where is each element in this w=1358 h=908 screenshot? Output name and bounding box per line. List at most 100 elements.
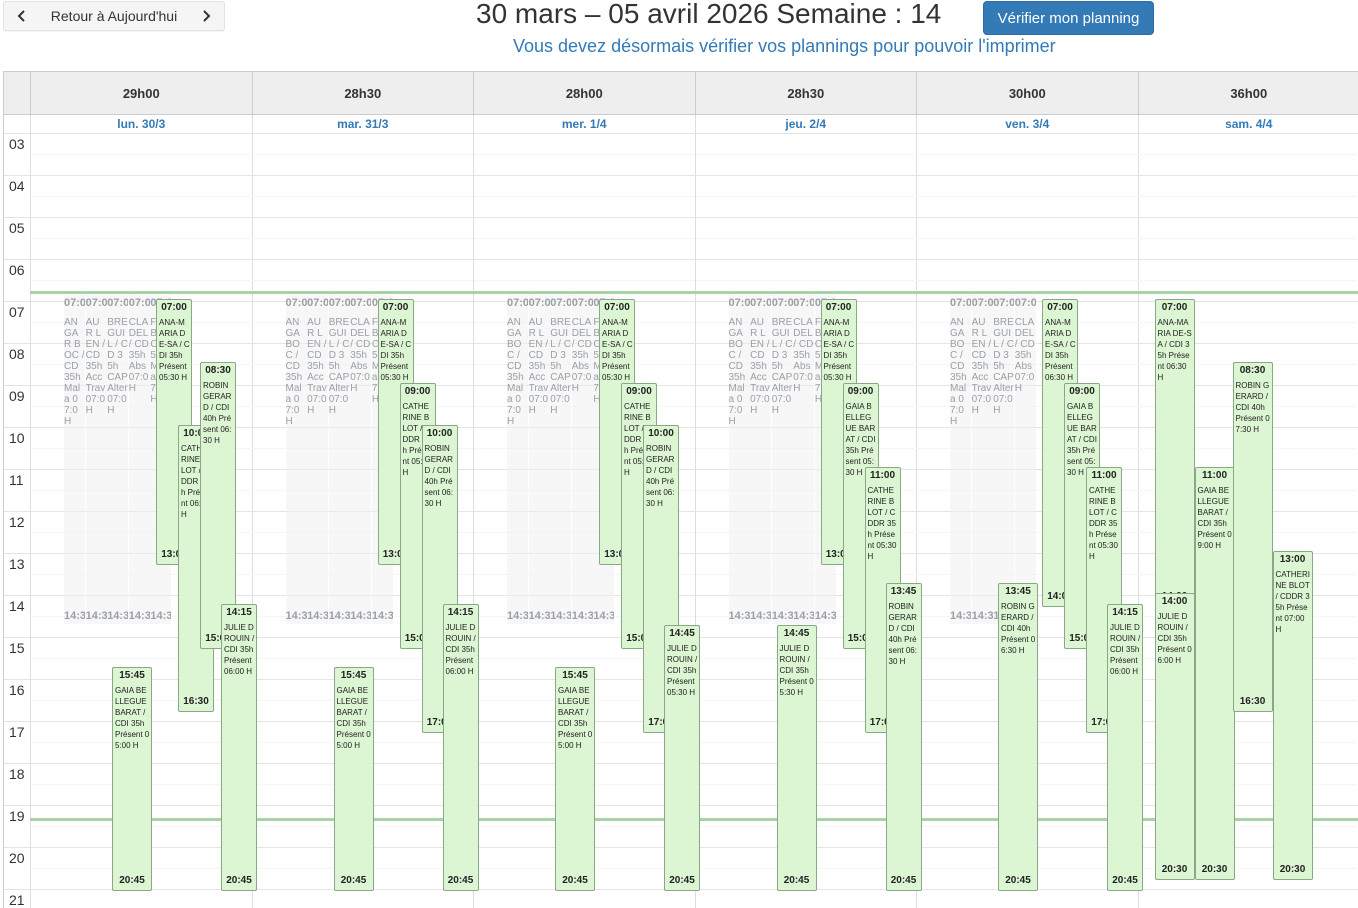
absence-end: 14:30 bbox=[150, 610, 171, 622]
shift-event[interactable]: 14:15 JULIE DROUIN / CDI 35h Présent 06:0… bbox=[1107, 603, 1143, 891]
absence-entry[interactable]: 07:00CLA DEL / CD 35h Abs 07:0 H14:30 bbox=[571, 295, 593, 624]
shift-event[interactable]: 08:30 ROBIN GERARD / CDI 40h Présent 07:3… bbox=[1232, 362, 1273, 712]
shift-event[interactable]: 08:30 ROBIN GERARD / CDI 40h Présent 06:3… bbox=[200, 362, 236, 649]
absence-end: 14:30 bbox=[350, 610, 371, 622]
shift-start: 11:00 bbox=[1201, 470, 1228, 481]
shift-label: JULIE DROUIN / CDI 35h Présent 05:30 H bbox=[779, 643, 814, 697]
today-button[interactable]: Retour à Aujourd'hui bbox=[50, 8, 178, 24]
day-header[interactable]: mer. 1/4 bbox=[473, 115, 695, 133]
shift-label: ANA-MARIA DE-SA / CDI 35h Présent 05:30 … bbox=[602, 318, 633, 382]
hour-line bbox=[4, 133, 1358, 134]
hour-label: 04 bbox=[9, 178, 25, 194]
hour-label: 11 bbox=[9, 472, 24, 488]
absence-entry[interactable]: 07:00 AUR LEN / CD 35h Acc Trav 07:0 H 14:… bbox=[307, 295, 329, 624]
shift-start: 08:30 bbox=[205, 365, 231, 376]
shift-start: 15:45 bbox=[119, 669, 145, 681]
absence-end: 14:30 bbox=[85, 610, 107, 622]
shift-start: 08:30 bbox=[1239, 365, 1266, 376]
shift-event[interactable]: 15:45 GAIA BELLEGUE BARAT / CDI 35h Prése… bbox=[112, 666, 152, 891]
hour-label: 05 bbox=[9, 220, 25, 236]
absence-entry[interactable]: 07:00 AUR LEN / CD 35h Acc Trav 07:0 H 14:… bbox=[528, 295, 550, 624]
shift-end: 13:00 bbox=[825, 549, 852, 560]
shift-label: CATHERINE BLOT / CDDR 35h Présent 06:00 … bbox=[181, 444, 210, 519]
absence-entry[interactable]: 07:00CLA DEL / CD 35h Abs 07:0 H14:30 bbox=[350, 295, 372, 624]
absence-entry[interactable]: 07:00BRE GUIL / CD 35h CAP Alter 07:0 H1… bbox=[550, 295, 572, 624]
shift-event[interactable]: 11:00 GAIA BELLEGUE BARAT / CDI 35h Prése… bbox=[1194, 467, 1235, 880]
date-navigation: Retour à Aujourd'hui bbox=[3, 1, 225, 31]
shift-event[interactable]: 14:00 JULIE DROUIN / CDI 35h Présent 06:0… bbox=[1154, 593, 1195, 880]
hour-label: 03 bbox=[9, 136, 25, 152]
absence-end: 14:30 bbox=[307, 610, 328, 622]
shift-event[interactable]: 07:00 ANA-MARIA DE-SA / CDI 35h Présent 0… bbox=[1154, 299, 1195, 607]
absence-entry[interactable]: 07:00 ANGA BOC / CD 35h Mala 07:0 H 14:30 bbox=[507, 295, 528, 624]
shift-label: CATHERINE BLOT / CDDR 35h Présent 05:30 … bbox=[402, 402, 432, 477]
shift-end: 17:00 bbox=[1091, 717, 1117, 728]
absence-entry[interactable]: 07:00 ANGA BOC / CD 35h Mala 07:0 H 14:30 bbox=[950, 295, 971, 624]
absence-label: AUR LEN / CD 35h Acc Trav 07:0 H bbox=[85, 317, 106, 416]
absence-end: 14:30 bbox=[793, 610, 814, 622]
shift-label: JULIE DROUIN / CDI 35h Présent 05:30 H bbox=[667, 643, 698, 697]
verify-planning-button[interactable]: Vérifier mon planning bbox=[983, 1, 1154, 35]
shift-event[interactable]: 15:45 GAIA BELLEGUE BARAT / CDI 35h Prése… bbox=[555, 666, 595, 891]
shift-end: 13:00 bbox=[382, 549, 409, 560]
shift-event[interactable]: 14:15 JULIE DROUIN / CDI 35h Présent 06:0… bbox=[221, 603, 257, 891]
day-header[interactable]: jeu. 2/4 bbox=[694, 115, 917, 133]
shift-end: 20:45 bbox=[447, 874, 474, 886]
absence-label: CLA DEL / CD 35h Abs 07:0 H bbox=[571, 317, 592, 394]
half-hour-line bbox=[30, 280, 1358, 281]
shift-label: ANA-MARIA DE-SA / CDI 35h Présent 06:30 … bbox=[1045, 318, 1076, 382]
absence-entry[interactable]: 07:00 ANGA BOC / CD 35h Mala 07:0 H 14:30 bbox=[728, 295, 750, 624]
shift-label: CATHERINE BLOT / CDDR 35h Présent 05:30 … bbox=[1089, 486, 1118, 561]
next-week-button[interactable] bbox=[188, 2, 224, 30]
hour-line bbox=[4, 511, 1358, 512]
absence-entry[interactable]: 07:00CLA DEL / CD 35h Abs 07:0 H14:30 bbox=[128, 295, 150, 624]
absence-end: 14:30 bbox=[285, 610, 307, 622]
day-header[interactable]: mar. 31/3 bbox=[251, 115, 474, 133]
shift-end: 20:45 bbox=[1005, 874, 1031, 886]
absence-entry[interactable]: 07:00 AUR LEN / CD 35h Acc Trav 07:0 H 14:… bbox=[85, 295, 107, 624]
absence-start: 07:00 bbox=[285, 297, 307, 309]
day-header[interactable]: ven. 3/4 bbox=[916, 115, 1138, 133]
week-calendar: 29h00 lun. 30/3 28h30 mar. 31/3 28h00 mer. 1/… bbox=[3, 71, 1358, 908]
day-header[interactable]: lun. 30/3 bbox=[30, 115, 252, 133]
hour-label: 08 bbox=[9, 346, 25, 362]
shift-event[interactable]: 13:45 ROBIN GERARD / CDI 40h Présent 06:3… bbox=[885, 582, 922, 891]
absence-entry[interactable]: 07:00CLA DEL / CD 35h Abs 07:0 H14:30 bbox=[1014, 295, 1036, 624]
shift-end: 13:00 bbox=[161, 549, 187, 560]
shift-end: 20:30 bbox=[1161, 864, 1188, 875]
absence-end: 14:30 bbox=[728, 610, 750, 622]
absence-start: 07:00 bbox=[750, 297, 771, 309]
absence-entry[interactable]: 07:00 AUR LEN / CD 35h Acc Trav 07:0 H 14:… bbox=[750, 295, 772, 624]
absence-label: BRE GUIL / CD 35h CAP Alter 07:0 H bbox=[771, 317, 793, 416]
shift-event[interactable]: 14:15 JULIE DROUIN / CDI 35h Présent 06:0… bbox=[442, 603, 479, 891]
prev-week-button[interactable] bbox=[4, 2, 40, 30]
absence-start: 07:00 bbox=[550, 297, 571, 309]
shift-end: 17:00 bbox=[426, 717, 453, 728]
shift-label: ROBIN GERARD / CDI 40h Présent 06:30 H bbox=[888, 601, 917, 666]
absence-entry[interactable]: 07:00 AUR LEN / CD 35h Acc Trav 07:0 H 14:… bbox=[971, 295, 993, 624]
absence-entry[interactable]: 07:00BRE GUIL / CD 35h CAP Alter 07:0 H1… bbox=[771, 295, 793, 624]
shift-start: 10:00 bbox=[426, 428, 453, 439]
hour-line bbox=[4, 217, 1358, 218]
shift-event[interactable]: 14:45 JULIE DROUIN / CDI 35h Présent 05:3… bbox=[776, 624, 817, 891]
shift-event[interactable]: 13:45 ROBIN GERARD / CDI 40h Présent 06:3… bbox=[998, 582, 1038, 891]
absence-entry[interactable]: 07:00BRE GUIL / CD 35h CAP Alter 07:0 H1… bbox=[107, 295, 129, 624]
absence-entry[interactable]: 07:00BRE GUIL / CD 35h CAP Alter 07:0 H1… bbox=[993, 295, 1015, 624]
half-hour-line bbox=[30, 154, 1358, 155]
absence-label: CLA DEL / CD 35h Abs 07:0 H bbox=[128, 317, 149, 394]
day-total: 36h00 bbox=[1137, 72, 1358, 114]
absence-entry[interactable]: 07:00CLA DEL / CD 35h Abs 07:0 H14:30 bbox=[793, 295, 815, 624]
shift-end: 15:00 bbox=[1069, 633, 1095, 644]
hour-line bbox=[4, 343, 1358, 344]
shift-event[interactable]: 15:45 GAIA BELLEGUE BARAT / CDI 35h Prése… bbox=[333, 666, 374, 891]
shift-event[interactable]: 14:45 JULIE DROUIN / CDI 35h Présent 05:3… bbox=[664, 624, 700, 891]
absence-entry[interactable]: 07:00 ANGA BOC / CD 35h Mala 07:0 H 14:30 bbox=[285, 295, 307, 624]
shift-end: 15:00 bbox=[626, 633, 652, 644]
shift-label: ANA-MARIA DE-SA / CDI 35h Présent 06:30 … bbox=[1157, 318, 1192, 382]
day-header[interactable]: sam. 4/4 bbox=[1137, 115, 1358, 133]
absence-entry[interactable]: 07:00 ANGAR BOC / CD 35h Mala 07:0 H 14:30 bbox=[64, 295, 85, 624]
hour-line bbox=[4, 469, 1358, 470]
shift-event[interactable]: 13:00 CATHERINE BLOT / CDDR 35h Présent 0… bbox=[1272, 551, 1313, 880]
absence-entry[interactable]: 07:00BRE GUIL / CD 35h CAP Alter 07:0 H1… bbox=[328, 295, 350, 624]
absence-end: 14:30 bbox=[371, 610, 393, 622]
